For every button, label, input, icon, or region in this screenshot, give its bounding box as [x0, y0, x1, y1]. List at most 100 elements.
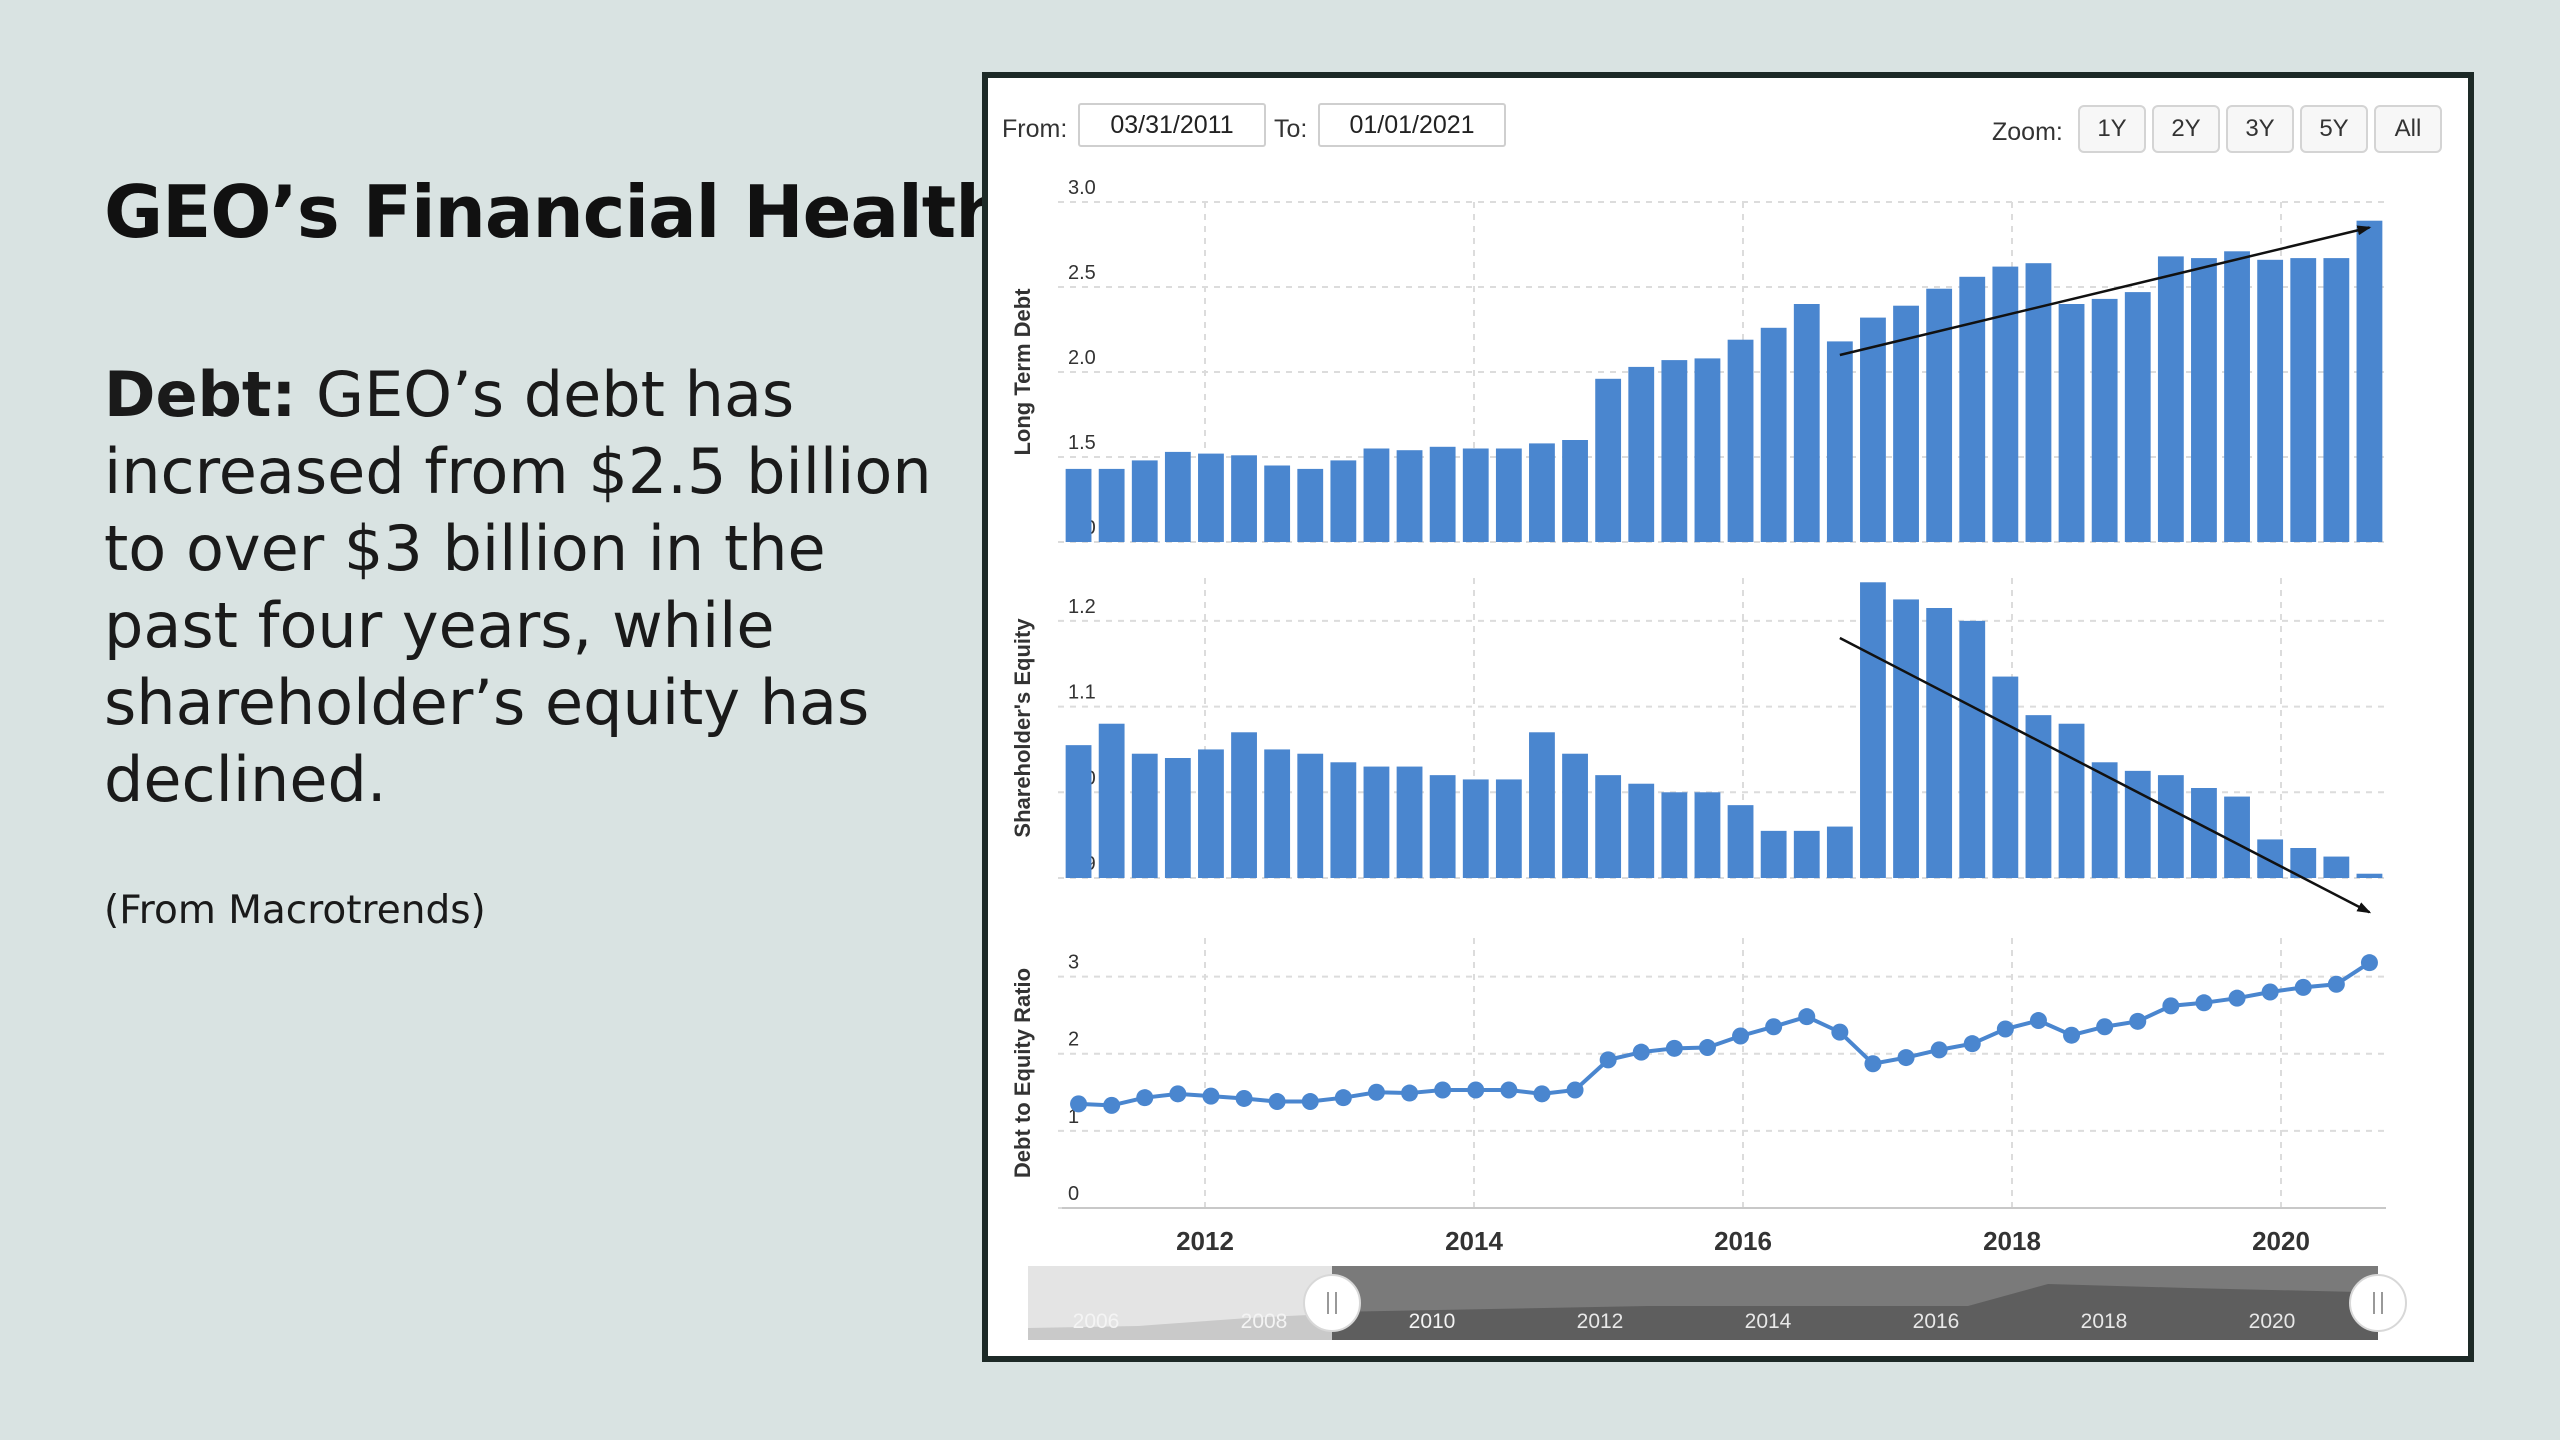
- long-term-debt-bar: [2124, 292, 2151, 542]
- long-term-debt-ytick-label: 2.5: [1068, 262, 1096, 284]
- debt-to-equity-ratio-point: [1268, 1093, 1286, 1111]
- long-term-debt-bar: [2058, 304, 2085, 542]
- long-term-debt-bar: [1826, 341, 1853, 542]
- debt-to-equity-ratio-point: [1070, 1095, 1088, 1113]
- shareholder-s-equity-bar: [1462, 779, 1489, 878]
- debt-to-equity-ratio-xtick-label: 2012: [1176, 1226, 1234, 1256]
- long-term-debt-ytick-label: 3.0: [1068, 177, 1096, 199]
- long-term-debt-bar: [2157, 256, 2184, 542]
- shareholder-s-equity-bar: [1495, 779, 1522, 878]
- long-term-debt-bar: [1992, 266, 2019, 542]
- debt-to-equity-ratio-point: [2360, 954, 2378, 972]
- long-term-debt-bar: [2257, 259, 2284, 542]
- zoom-1y-button[interactable]: 1Y: [2078, 105, 2146, 153]
- debt-to-equity-ratio-point: [1599, 1051, 1617, 1069]
- navigator-year-label: 2012: [1577, 1310, 1624, 1333]
- debt-to-equity-ratio-xtick-label: 2016: [1714, 1226, 1772, 1256]
- to-date-input[interactable]: [1318, 103, 1506, 147]
- shareholder-s-equity-bar: [1727, 805, 1754, 878]
- long-term-debt-bar: [2191, 258, 2217, 542]
- shareholder-s-equity-bar: [1926, 608, 1953, 878]
- zoom-all-button[interactable]: All: [2374, 105, 2442, 153]
- debt-to-equity-ratio-point: [2129, 1012, 2147, 1030]
- shareholder-s-equity-bar: [2356, 873, 2383, 878]
- shareholder-s-equity-bar: [1297, 753, 1324, 878]
- shareholder-s-equity-bar: [1131, 753, 1158, 878]
- shareholder-s-equity-bar: [1992, 676, 2019, 878]
- shareholder-s-equity-bar: [1595, 775, 1622, 878]
- long-term-debt-bar: [1164, 451, 1191, 542]
- long-term-debt-bar: [2091, 298, 2118, 542]
- shareholder-s-equity-ytick-label: 1.1: [1068, 682, 1096, 704]
- long-term-debt-bar: [1198, 453, 1224, 542]
- debt-to-equity-ratio-point: [1798, 1008, 1816, 1026]
- long-term-debt-bar: [1065, 468, 1092, 542]
- debt-to-equity-ratio-point: [1103, 1096, 1121, 1114]
- debt-to-equity-ratio-ytick-label: 3: [1068, 952, 1079, 974]
- navigator-year-label: 2016: [1913, 1310, 1960, 1333]
- zoom-2y-button[interactable]: 2Y: [2152, 105, 2220, 153]
- shareholder-s-equity-bar: [2224, 796, 2250, 878]
- long-term-debt-bar: [1661, 360, 1688, 542]
- long-term-debt-bar: [1363, 448, 1390, 542]
- zoom-5y-button[interactable]: 5Y: [2300, 105, 2368, 153]
- long-term-debt-bar: [1495, 448, 1522, 542]
- long-term-debt-bar: [1562, 440, 1588, 542]
- from-date-input[interactable]: [1078, 103, 1266, 147]
- shareholder-s-equity-bar: [1959, 620, 1986, 878]
- long-term-debt-bar: [1893, 305, 1919, 542]
- long-term-debt-bar: [1429, 446, 1456, 542]
- long-term-debt-ytick-label: 1.5: [1068, 432, 1096, 454]
- debt-to-equity-ratio-point: [1698, 1039, 1716, 1057]
- debt-to-equity-ratio-point: [1963, 1035, 1981, 1053]
- shareholder-s-equity-bar: [1330, 762, 1357, 878]
- navigator-right-handle[interactable]: [2349, 1274, 2407, 1332]
- long-term-debt-bar: [1628, 366, 1655, 542]
- navigator-left-handle[interactable]: [1303, 1274, 1361, 1332]
- debt-to-equity-ratio-series-line: [1078, 961, 2371, 1108]
- shareholder-s-equity-ytick-label: 1.2: [1068, 596, 1096, 618]
- shareholder-s-equity-bar: [1826, 826, 1853, 878]
- long-term-debt-ytick-label: 2.0: [1068, 347, 1096, 369]
- debt-to-equity-ratio-point: [2063, 1026, 2081, 1044]
- long-term-debt-bar: [1231, 455, 1257, 542]
- debt-to-equity-ratio-point: [2162, 997, 2180, 1015]
- shareholder-s-equity-bar: [2025, 715, 2052, 878]
- debt-to-equity-ratio-point: [1401, 1084, 1419, 1102]
- long-term-debt-bar: [1760, 327, 1787, 542]
- debt-to-equity-ratio-point: [2327, 975, 2345, 993]
- debt-to-equity-ratio-axis-title: Debt to Equity Ratio: [1010, 968, 1035, 1178]
- long-term-debt-axis-title: Long Term Debt: [1010, 288, 1035, 456]
- debt-to-equity-ratio-ytick-label: 1: [1068, 1106, 1079, 1128]
- long-term-debt-bar: [1098, 468, 1125, 542]
- shareholder-s-equity-bar: [1760, 830, 1787, 878]
- debt-to-equity-ratio-xtick-label: 2014: [1445, 1226, 1503, 1256]
- debt-to-equity-ratio-point: [2195, 994, 2213, 1012]
- shareholder-s-equity-bar: [1429, 775, 1456, 878]
- navigator-year-label: 2006: [1073, 1310, 1120, 1333]
- slide-title: GEO’s Financial Health: [104, 170, 1006, 254]
- long-term-debt-bar: [1396, 450, 1423, 542]
- zoom-label: Zoom:: [1992, 118, 2063, 146]
- shareholder-s-equity-bar: [2191, 788, 2217, 878]
- slide-body-text: GEO’s debt has increased from $2.5 billi…: [104, 358, 932, 816]
- debt-to-equity-ratio-xtick-label: 2018: [1983, 1226, 2041, 1256]
- shareholder-s-equity-bar: [1893, 599, 1919, 878]
- zoom-3y-button[interactable]: 3Y: [2226, 105, 2294, 153]
- from-label: From:: [1002, 115, 1068, 143]
- debt-to-equity-ratio-point: [2029, 1012, 2047, 1030]
- to-label: To:: [1274, 115, 1308, 143]
- shareholder-s-equity-bar: [2058, 723, 2085, 878]
- shareholder-s-equity-bar: [1860, 582, 1886, 878]
- shareholder-s-equity-axis-title: Shareholder's Equity: [1010, 618, 1035, 838]
- shareholder-s-equity-bar: [1098, 723, 1125, 878]
- debt-to-equity-ratio-point: [1467, 1081, 1485, 1099]
- navigator-year-label: 2014: [1745, 1310, 1792, 1333]
- debt-to-equity-ratio-ytick-label: 0: [1068, 1183, 1079, 1205]
- long-term-debt-trend-arrow: [1839, 225, 2372, 357]
- long-term-debt-bar: [1727, 339, 1754, 542]
- chart-frame: From: To: Zoom: 1Y 2Y 3Y 5Y All 1.01.52.…: [982, 72, 2474, 1362]
- shareholder-s-equity-bar: [2157, 775, 2184, 878]
- debt-to-equity-ratio-point: [1930, 1041, 1948, 1059]
